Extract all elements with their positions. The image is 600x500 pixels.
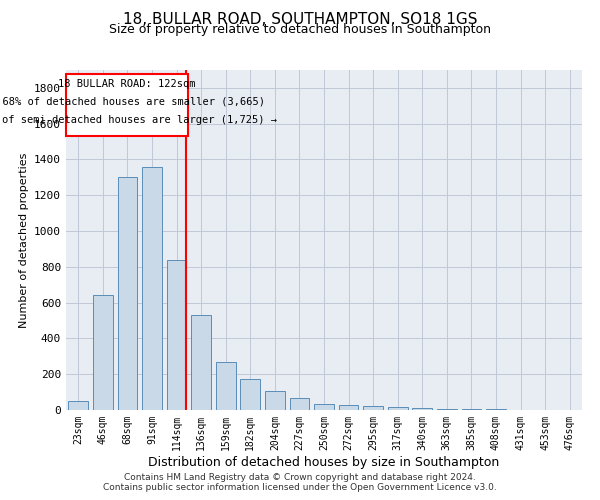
Bar [118, 178, 137, 410]
Bar [142, 166, 162, 410]
Text: 32% of semi-detached houses are larger (1,725) →: 32% of semi-detached houses are larger (… [0, 114, 277, 124]
Text: Contains HM Land Registry data © Crown copyright and database right 2024.: Contains HM Land Registry data © Crown c… [124, 474, 476, 482]
Bar [388, 407, 407, 410]
Bar [461, 409, 481, 410]
Text: ← 68% of detached houses are smaller (3,665): ← 68% of detached houses are smaller (3,… [0, 97, 265, 107]
Text: 18, BULLAR ROAD, SOUTHAMPTON, SO18 1GS: 18, BULLAR ROAD, SOUTHAMPTON, SO18 1GS [123, 12, 477, 28]
Bar [339, 404, 358, 410]
Bar [265, 391, 284, 410]
Bar [191, 315, 211, 410]
Bar [68, 401, 88, 410]
X-axis label: Distribution of detached houses by size in Southampton: Distribution of detached houses by size … [148, 456, 500, 468]
Text: 18 BULLAR ROAD: 122sqm: 18 BULLAR ROAD: 122sqm [58, 79, 196, 89]
Y-axis label: Number of detached properties: Number of detached properties [19, 152, 29, 328]
Bar [241, 378, 260, 410]
Bar [437, 408, 457, 410]
FancyBboxPatch shape [67, 74, 188, 136]
Bar [290, 398, 309, 410]
Bar [314, 404, 334, 410]
Bar [167, 260, 187, 410]
Text: Contains public sector information licensed under the Open Government Licence v3: Contains public sector information licen… [103, 484, 497, 492]
Text: Size of property relative to detached houses in Southampton: Size of property relative to detached ho… [109, 22, 491, 36]
Bar [412, 408, 432, 410]
Bar [93, 296, 113, 410]
Bar [364, 406, 383, 410]
Bar [216, 362, 236, 410]
